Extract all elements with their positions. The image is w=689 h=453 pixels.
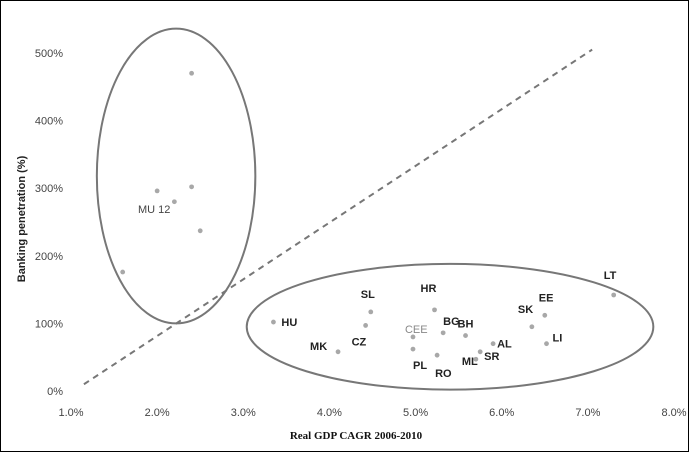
trend-line [83, 48, 593, 386]
x-tick-label: 3.0% [231, 407, 256, 419]
group-annotation-label: MU 12 [138, 204, 170, 216]
point-label: BH [458, 319, 474, 331]
data-point [542, 312, 548, 318]
point-label: SK [518, 304, 533, 316]
point-label: SR [484, 351, 499, 363]
data-point [490, 341, 496, 347]
data-point [368, 309, 374, 315]
point-label: CZ [352, 336, 367, 348]
y-tick-label: 500% [35, 48, 63, 60]
point-label: HU [281, 317, 297, 329]
data-point [171, 199, 177, 205]
data-point [463, 333, 468, 338]
x-axis-title: Real GDP CAGR 2006-2010 [290, 430, 423, 442]
data-point [611, 292, 617, 298]
y-axis-ticks: 0% 100% 200% 300% 400% 500% [35, 48, 63, 398]
data-point [189, 184, 195, 190]
point-label: HR [421, 283, 437, 295]
x-tick-label: 6.0% [489, 407, 514, 419]
point-label: LI [553, 333, 563, 345]
data-point [544, 341, 549, 347]
y-tick-label: 300% [35, 183, 63, 195]
point-label: BG [443, 316, 460, 328]
point-label: AL [497, 339, 512, 351]
y-tick-label: 0% [47, 386, 63, 398]
data-point [432, 307, 437, 313]
group-ellipse [95, 27, 257, 325]
data-point [473, 356, 479, 362]
data-point [529, 324, 535, 330]
group-ellipses [95, 27, 655, 391]
x-tick-label: 2.0% [145, 407, 170, 419]
data-point [410, 334, 416, 340]
x-tick-label: 4.0% [317, 407, 342, 419]
x-tick-label: 7.0% [575, 407, 600, 419]
point-label: RO [435, 368, 452, 380]
data-point [434, 352, 440, 358]
data-point [363, 323, 369, 328]
point-label: PL [413, 360, 427, 372]
y-tick-label: 100% [35, 318, 63, 330]
data-point [197, 228, 203, 234]
point-label: ML [462, 356, 478, 368]
data-point [120, 269, 126, 275]
data-point [154, 188, 160, 194]
data-point [410, 346, 416, 352]
y-axis-title: Banking penetration (%) [16, 155, 28, 282]
y-tick-label: 200% [35, 251, 63, 263]
trend-line-layer [83, 48, 593, 386]
point-label: SL [361, 289, 375, 301]
data-point [477, 349, 483, 355]
x-tick-label: 1.0% [58, 407, 83, 419]
y-tick-label: 400% [35, 116, 63, 128]
point-label: CEE [405, 324, 428, 336]
data-points [120, 70, 617, 362]
data-point [189, 70, 195, 76]
point-label: LT [604, 270, 617, 282]
data-point [335, 349, 341, 355]
x-tick-label: 5.0% [403, 407, 428, 419]
point-label: MK [310, 341, 327, 353]
point-label: EE [539, 292, 554, 304]
group-ellipse [245, 262, 655, 391]
x-axis-ticks: 1.0% 2.0% 3.0% 4.0% 5.0% 6.0% 7.0% 8.0% [58, 407, 686, 419]
data-point [440, 330, 446, 336]
data-point [271, 319, 276, 325]
x-tick-label: 8.0% [661, 407, 686, 419]
